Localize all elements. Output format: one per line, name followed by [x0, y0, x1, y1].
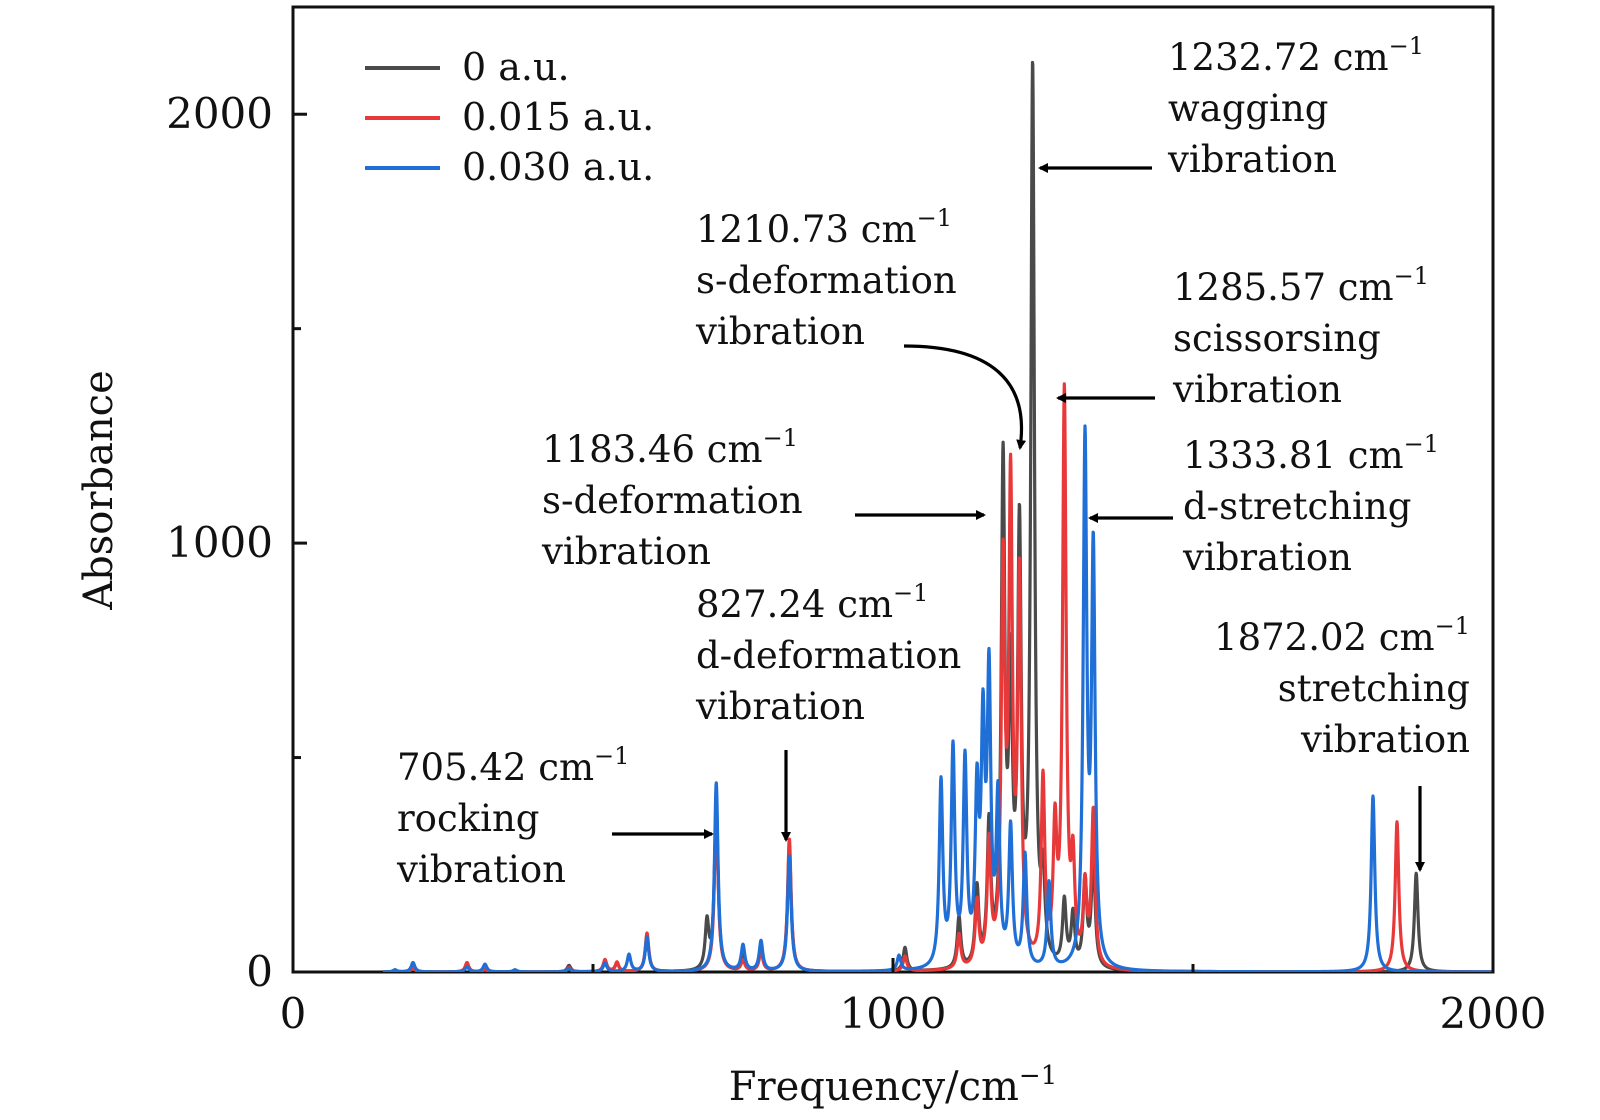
legend: 0 a.u. 0.015 a.u. 0.030 a.u. — [365, 45, 654, 189]
annotation-ann-827: 827.24 cm−1 d-deformation vibration — [695, 579, 961, 842]
annotation-label: wagging — [1168, 87, 1328, 130]
x-tick-label: 2000 — [1440, 989, 1547, 1038]
annotation-frequency: 1333.81 cm−1 — [1183, 430, 1439, 477]
annotation-ann-1183: 1183.46 cm−1 s-deformation vibration — [541, 424, 986, 573]
annotation-frequency: 1232.72 cm−1 — [1168, 32, 1424, 79]
x-tick-label: 0 — [280, 989, 307, 1038]
annotation-label: vibration — [695, 310, 865, 353]
annotation-frequency: 827.24 cm−1 — [696, 579, 928, 626]
annotation-frequency: 1183.46 cm−1 — [542, 424, 798, 471]
annotation-label: d-deformation — [696, 634, 961, 677]
x-tick-label: 1000 — [840, 989, 947, 1038]
series-group — [381, 424, 1493, 972]
annotation-frequency: 1872.02 cm−1 — [1214, 612, 1470, 659]
y-tick-label: 1000 — [166, 518, 273, 567]
annotation-label: stretching — [1278, 667, 1470, 710]
annotation-ann-1232: 1232.72 cm−1 wagging vibration — [1038, 32, 1424, 181]
annotation-label: vibration — [541, 530, 711, 573]
annotation-label: vibration — [695, 685, 865, 728]
annotation-frequency: 1210.73 cm−1 — [696, 204, 952, 251]
y-tick-label: 2000 — [166, 89, 273, 138]
x-axis-title: Frequency/cm−1 — [729, 1061, 1057, 1110]
series-line — [381, 424, 1493, 972]
annotation-ann-1210: 1210.73 cm−1 s-deformation vibration — [695, 204, 1027, 450]
y-tick-label: 0 — [246, 947, 273, 996]
y-axis-title: Absorbance — [76, 370, 122, 611]
series-layer — [381, 60, 1493, 972]
annotation-frequency: 705.42 cm−1 — [397, 742, 629, 789]
x-axis: 0 1000 2000 — [280, 958, 1547, 1038]
annotation-label: d-stretching — [1183, 485, 1411, 528]
annotation-label: vibration — [396, 848, 566, 891]
annotation-ann-1333: 1333.81 cm−1 d-stretching vibration — [1088, 430, 1439, 579]
annotation-ann-1872: 1872.02 cm−1 stretching vibration — [1214, 612, 1470, 872]
legend-label: 0.030 a.u. — [462, 145, 654, 189]
annotation-label: rocking — [397, 797, 539, 840]
annotation-label: s-deformation — [542, 479, 803, 522]
annotation-frequency: 1285.57 cm−1 — [1173, 262, 1429, 309]
y-axis: 0 1000 2000 — [166, 89, 307, 996]
annotation-label: scissorsing — [1173, 317, 1381, 360]
annotation-label: vibration — [1300, 718, 1470, 761]
annotation-ann-1285: 1285.57 cm−1 scissorsing vibration — [1056, 262, 1429, 411]
annotation-ann-705: 705.42 cm−1 rocking vibration — [396, 742, 714, 891]
annotation-label: vibration — [1182, 536, 1352, 579]
annotation-label: vibration — [1167, 138, 1337, 181]
annotation-label: s-deformation — [696, 259, 957, 302]
annotation-label: vibration — [1172, 368, 1342, 411]
legend-label: 0.015 a.u. — [462, 95, 654, 139]
annotation-arrow — [903, 344, 1027, 450]
legend-label: 0 a.u. — [462, 45, 570, 89]
